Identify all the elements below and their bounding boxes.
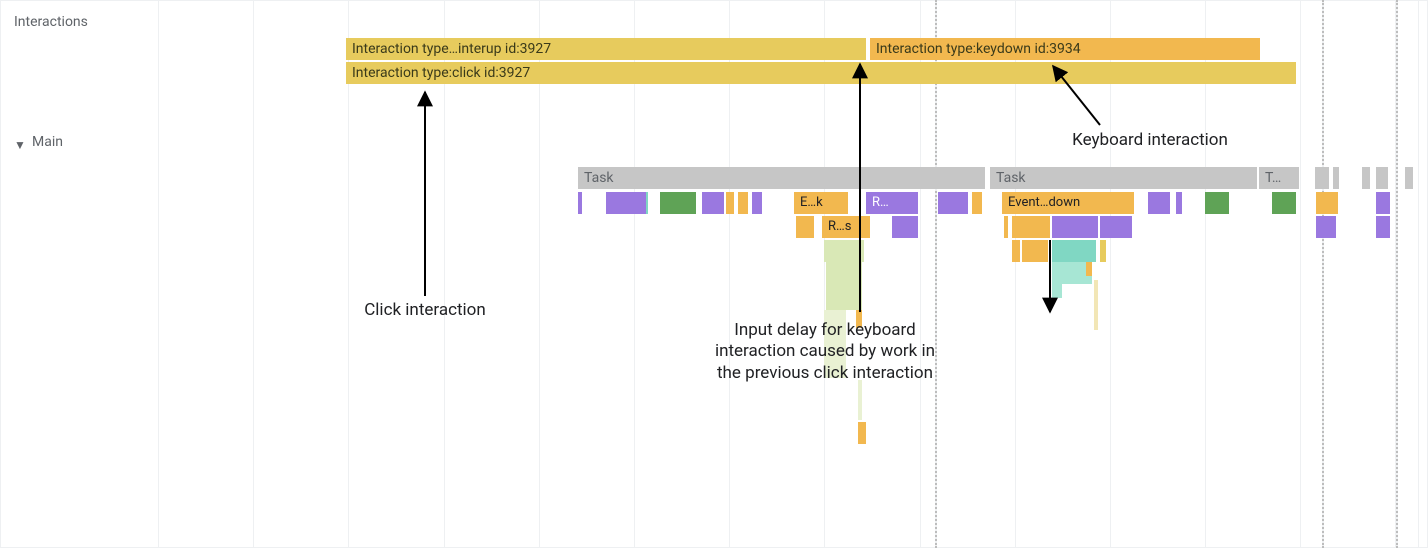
flame-block[interactable]: [1205, 192, 1229, 214]
flame-block[interactable]: [1100, 216, 1132, 238]
task-bar[interactable]: Task: [990, 167, 1257, 189]
flame-block[interactable]: R…: [866, 192, 918, 214]
flame-block[interactable]: [1316, 192, 1338, 214]
task-bar[interactable]: T…: [1259, 167, 1299, 189]
flame-block[interactable]: [1176, 192, 1182, 214]
flame-block[interactable]: [578, 192, 582, 214]
flame-block[interactable]: [1376, 216, 1390, 238]
annotation-keyboard-interaction: Keyboard interaction: [1030, 130, 1270, 151]
flame-block[interactable]: [1272, 192, 1296, 214]
gridline-dotted: [1396, 0, 1398, 548]
flame-block[interactable]: [1052, 216, 1098, 238]
gridline: [0, 0, 1, 548]
flame-block[interactable]: [824, 240, 864, 262]
gridline: [253, 0, 254, 548]
main-row-label: Main: [32, 134, 63, 150]
flame-block[interactable]: [1004, 216, 1008, 238]
flame-block[interactable]: [892, 216, 918, 238]
flame-block[interactable]: [1012, 240, 1020, 262]
gridline: [1418, 0, 1419, 548]
flame-block[interactable]: [938, 192, 968, 214]
gridline-dotted: [1322, 0, 1324, 548]
flame-block[interactable]: [702, 192, 724, 214]
flame-block[interactable]: [660, 192, 696, 214]
flame-tail[interactable]: [858, 422, 866, 444]
flame-tail[interactable]: [1086, 262, 1092, 276]
flame-block[interactable]: [752, 192, 762, 214]
main-disclosure-icon[interactable]: ▼: [14, 138, 26, 152]
flame-block[interactable]: [1100, 240, 1106, 262]
flame-block[interactable]: [972, 192, 982, 214]
task-bar[interactable]: [1315, 167, 1329, 189]
flame-block[interactable]: [738, 192, 748, 214]
flame-block[interactable]: [1148, 192, 1170, 214]
task-bar[interactable]: [1333, 167, 1339, 189]
flame-tail[interactable]: [826, 262, 862, 310]
flame-block[interactable]: [1376, 192, 1390, 214]
annotation-click-interaction: Click interaction: [315, 300, 535, 321]
task-bar[interactable]: Task: [578, 167, 985, 189]
task-bar[interactable]: [1405, 167, 1413, 189]
flame-tail[interactable]: [1052, 284, 1062, 298]
annotation-input-delay: Input delay for keyboard interaction cau…: [660, 320, 990, 384]
flame-block[interactable]: [1022, 240, 1048, 262]
flame-block[interactable]: E…k: [794, 192, 848, 214]
task-bar[interactable]: [1376, 167, 1388, 189]
flame-block[interactable]: [606, 192, 646, 214]
flame-block[interactable]: R…s: [822, 216, 870, 238]
flame-block[interactable]: Event…down: [1002, 192, 1134, 214]
performance-timeline: Interactions ▼ Main Interaction type…int…: [0, 0, 1428, 548]
gridline: [158, 0, 159, 548]
flame-tail[interactable]: [1094, 280, 1098, 330]
flame-block[interactable]: [1316, 216, 1336, 238]
flame-block[interactable]: [1012, 216, 1050, 238]
flame-tail[interactable]: [858, 380, 862, 420]
interaction-bar[interactable]: Interaction type:keydown id:3934: [870, 38, 1260, 60]
gridline: [1300, 0, 1301, 548]
task-bar[interactable]: [1362, 167, 1370, 189]
interactions-row-label: Interactions: [14, 14, 88, 30]
flame-block[interactable]: [796, 216, 814, 238]
flame-block[interactable]: [726, 192, 734, 214]
flame-block[interactable]: [1052, 240, 1096, 262]
interaction-bar[interactable]: Interaction type:click id:3927: [346, 62, 1296, 84]
interaction-bar[interactable]: Interaction type…interup id:3927: [346, 38, 866, 60]
flame-block[interactable]: [646, 192, 648, 214]
